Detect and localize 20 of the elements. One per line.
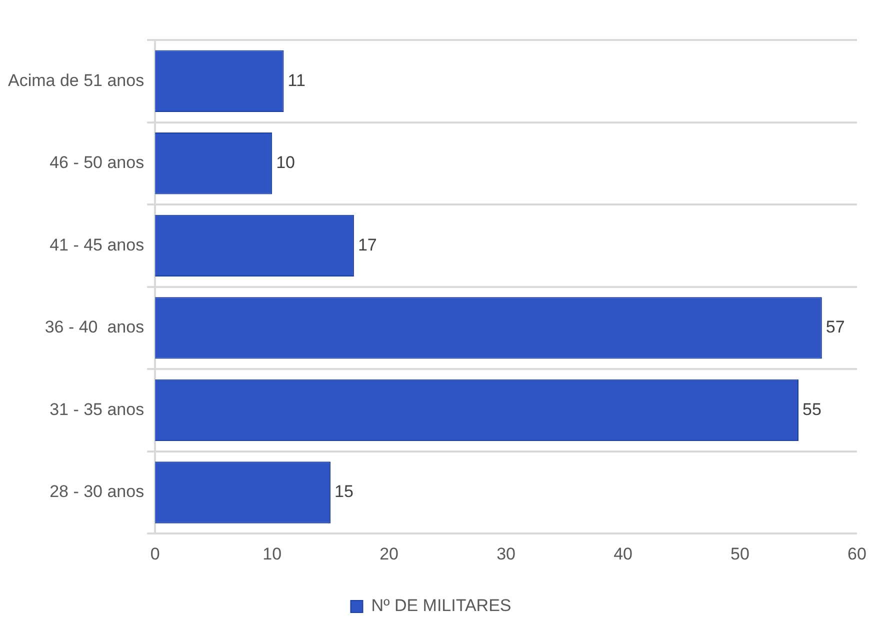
- data-label: 17: [358, 235, 377, 254]
- data-label: 11: [288, 70, 306, 90]
- data-label: 57: [826, 318, 845, 337]
- legend-label: Nº DE MILITARES: [371, 596, 512, 616]
- x-tick-label: 20: [380, 544, 399, 564]
- y-tick-label: 46 - 50 anos: [50, 153, 144, 172]
- y-tick-label: 31 - 35 anos: [50, 400, 144, 419]
- x-tick-label: 40: [614, 544, 632, 564]
- x-tick-label: 30: [496, 544, 516, 564]
- y-tick-label: 36 - 40 anos: [44, 318, 144, 337]
- data-label: 15: [334, 482, 354, 502]
- y-tick-label: 28 - 30 anos: [50, 482, 144, 502]
- y-tick-label: 41 - 45 anos: [50, 235, 144, 254]
- y-tick-label: Acima de 51 anos: [8, 70, 144, 90]
- x-tick-label: 0: [150, 544, 160, 564]
- data-label: 55: [802, 400, 822, 419]
- x-tick-label: 50: [730, 544, 750, 564]
- data-label: 10: [276, 153, 295, 172]
- x-tick-label: 10: [262, 544, 282, 564]
- x-tick-label: 60: [848, 544, 866, 564]
